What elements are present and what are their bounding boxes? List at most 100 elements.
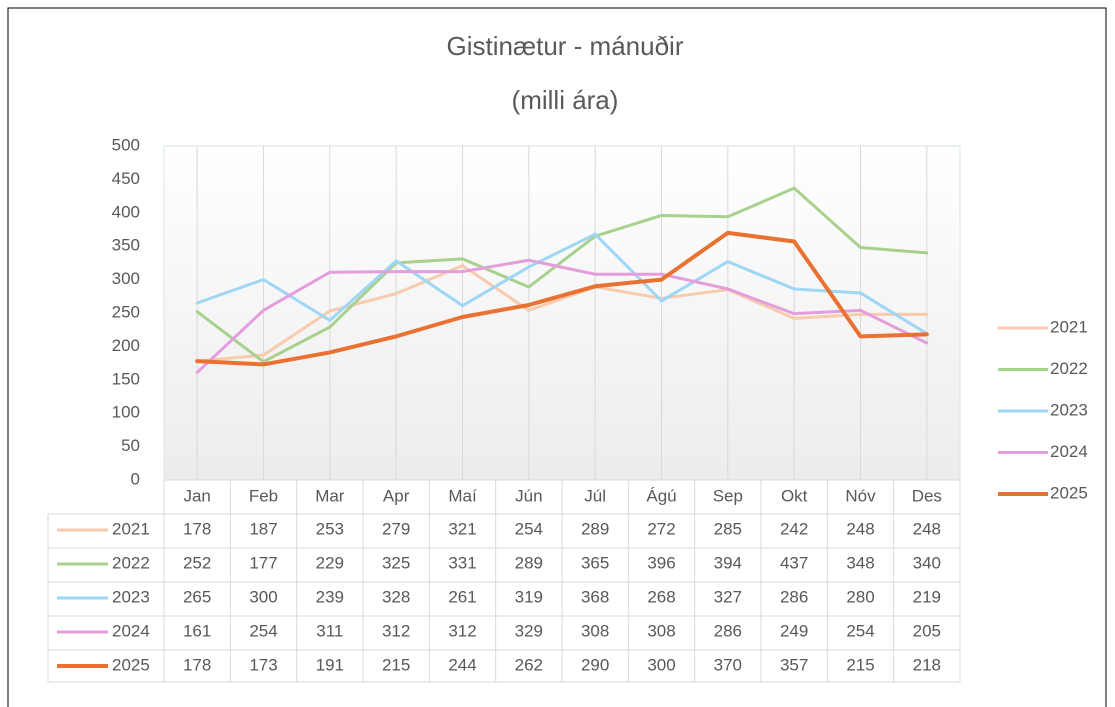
table-value: 205 <box>913 621 941 640</box>
table-value: 254 <box>249 621 277 640</box>
x-tick-label: Des <box>912 486 942 505</box>
y-tick-label: 350 <box>112 236 140 255</box>
table-value: 437 <box>780 553 808 572</box>
table-value: 254 <box>515 519 543 538</box>
table-series-name: 2023 <box>112 587 150 606</box>
table-value: 262 <box>515 655 543 674</box>
table-value: 261 <box>448 587 476 606</box>
table-series-name: 2021 <box>112 519 150 538</box>
table-series-name: 2024 <box>112 621 150 640</box>
table-value: 254 <box>846 621 874 640</box>
table-value: 286 <box>780 587 808 606</box>
table-value: 300 <box>249 587 277 606</box>
table-value: 365 <box>581 553 609 572</box>
table-value: 229 <box>316 553 344 572</box>
table-value: 290 <box>581 655 609 674</box>
table-value: 272 <box>647 519 675 538</box>
table-value: 321 <box>448 519 476 538</box>
table-value: 394 <box>714 553 742 572</box>
series-line <box>195 232 929 336</box>
table-value: 280 <box>846 587 874 606</box>
table-value: 215 <box>382 655 410 674</box>
y-tick-label: 150 <box>112 369 140 388</box>
plot-area <box>163 145 961 481</box>
legend-label: 2023 <box>1050 400 1088 419</box>
table-value: 329 <box>515 621 543 640</box>
x-tick-label: Nóv <box>845 486 876 505</box>
table-value: 253 <box>316 519 344 538</box>
table-value: 219 <box>913 587 941 606</box>
table-value: 331 <box>448 553 476 572</box>
x-tick-label: Apr <box>383 486 410 505</box>
y-tick-label: 500 <box>112 135 140 154</box>
chart-title: Gistinætur - mánuðir <box>447 31 684 61</box>
x-tick-label: Feb <box>249 486 278 505</box>
y-tick-label: 50 <box>121 436 140 455</box>
table-value: 312 <box>448 621 476 640</box>
table-value: 161 <box>183 621 211 640</box>
legend-label: 2021 <box>1050 317 1088 336</box>
chart-border <box>7 7 1107 707</box>
y-tick-label: 450 <box>112 169 140 188</box>
table-value: 279 <box>382 519 410 538</box>
x-tick-label: Jún <box>515 486 542 505</box>
x-tick-label: Jan <box>183 486 210 505</box>
table-value: 319 <box>515 587 543 606</box>
table-value: 248 <box>846 519 874 538</box>
table-value: 191 <box>316 655 344 674</box>
table-value: 311 <box>316 621 343 640</box>
y-tick-label: 100 <box>112 403 140 422</box>
legend-label: 2022 <box>1050 359 1088 378</box>
x-tick-label: Maí <box>448 486 477 505</box>
y-tick-label: 200 <box>112 336 140 355</box>
table-value: 396 <box>647 553 675 572</box>
table-value: 268 <box>647 587 675 606</box>
series-line <box>195 264 929 363</box>
series-line <box>195 230 929 367</box>
x-tick-label: Okt <box>781 486 808 505</box>
table-value: 249 <box>780 621 808 640</box>
table-value: 368 <box>581 587 609 606</box>
table-value: 370 <box>714 655 742 674</box>
table-value: 340 <box>913 553 941 572</box>
series-line <box>195 258 929 374</box>
table-value: 244 <box>448 655 476 674</box>
table-value: 173 <box>249 655 277 674</box>
table-value: 285 <box>714 519 742 538</box>
x-tick-label: Ágú <box>646 486 676 505</box>
table-value: 348 <box>846 553 874 572</box>
table-value: 218 <box>913 655 941 674</box>
table-value: 308 <box>581 621 609 640</box>
legend-label: 2024 <box>1050 442 1088 461</box>
table-value: 248 <box>913 519 941 538</box>
table-value: 265 <box>183 587 211 606</box>
table-value: 178 <box>183 519 211 538</box>
table-value: 286 <box>714 621 742 640</box>
y-tick-label: 300 <box>112 269 140 288</box>
chart-subtitle: (milli ára) <box>512 85 619 115</box>
table-value: 289 <box>581 519 609 538</box>
table-series-name: 2025 <box>112 655 150 674</box>
legend-label: 2025 <box>1050 483 1088 502</box>
x-tick-label: Mar <box>315 486 345 505</box>
table-series-name: 2022 <box>112 553 150 572</box>
table-value: 357 <box>780 655 808 674</box>
table-value: 187 <box>249 519 277 538</box>
y-tick-label: 0 <box>131 469 140 488</box>
table-value: 312 <box>382 621 410 640</box>
series-line <box>195 186 929 364</box>
table-value: 327 <box>714 587 742 606</box>
table-value: 252 <box>183 553 211 572</box>
table-value: 308 <box>647 621 675 640</box>
table-value: 239 <box>316 587 344 606</box>
x-tick-label: Sep <box>713 486 743 505</box>
table-value: 289 <box>515 553 543 572</box>
table-value: 215 <box>846 655 874 674</box>
table-value: 300 <box>647 655 675 674</box>
x-tick-label: Júl <box>584 486 606 505</box>
table-value: 242 <box>780 519 808 538</box>
table-value: 328 <box>382 587 410 606</box>
y-tick-label: 400 <box>112 202 140 221</box>
y-tick-label: 250 <box>112 302 140 321</box>
